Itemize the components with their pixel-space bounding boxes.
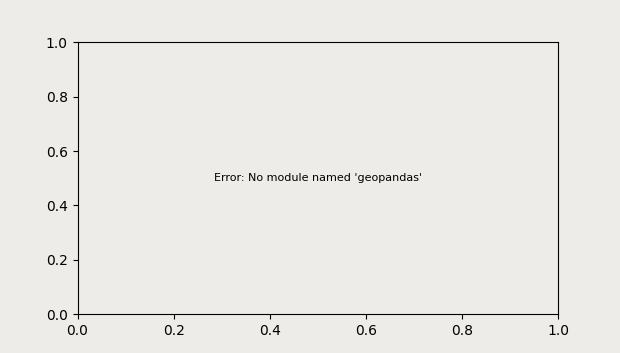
Text: Error: No module named 'geopandas': Error: No module named 'geopandas' [214, 173, 422, 183]
